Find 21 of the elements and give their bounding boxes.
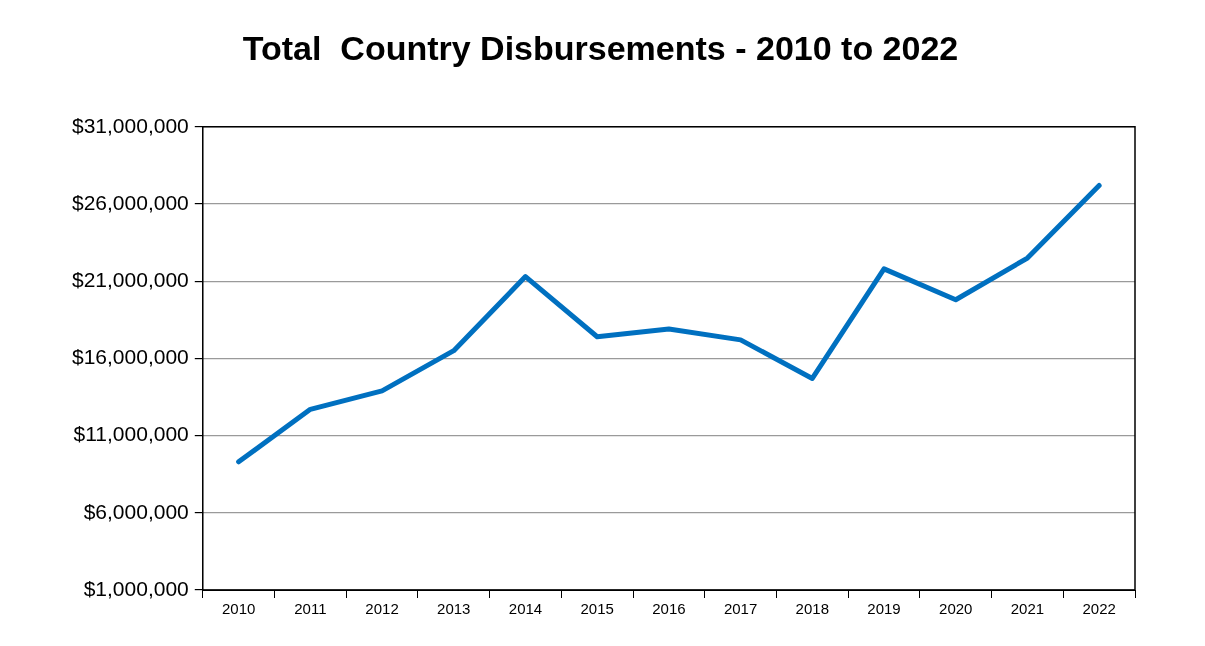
y-tick-label: $31,000,000 bbox=[71, 113, 189, 137]
x-tick-label: 2012 bbox=[365, 600, 399, 618]
x-tick-label: 2019 bbox=[867, 600, 901, 618]
x-tick-label: 2018 bbox=[795, 600, 829, 618]
x-tick-label: 2017 bbox=[723, 600, 758, 618]
y-tick-label: $6,000,000 bbox=[83, 499, 189, 523]
y-tick-label: $1,000,000 bbox=[83, 576, 189, 600]
x-tick-label: 2021 bbox=[1010, 600, 1045, 618]
y-tick-label: $26,000,000 bbox=[71, 190, 189, 214]
x-tick-label: 2015 bbox=[580, 600, 614, 618]
x-tick-label: 2010 bbox=[221, 600, 256, 618]
x-tick-label: 2020 bbox=[939, 600, 973, 618]
chart-title: Total Country Disbursements - 2010 to 2022 bbox=[242, 28, 959, 67]
y-tick-label: $21,000,000 bbox=[71, 268, 189, 291]
x-tick-label: 2011 bbox=[294, 600, 327, 618]
x-tick-label: 2016 bbox=[652, 600, 686, 618]
x-tick-label: 2014 bbox=[508, 600, 543, 618]
y-tick-label: $11,000,000 bbox=[73, 422, 189, 446]
x-tick-label: 2013 bbox=[437, 600, 471, 618]
y-tick-label: $16,000,000 bbox=[71, 345, 189, 369]
x-tick-label: 2022 bbox=[1082, 600, 1116, 618]
